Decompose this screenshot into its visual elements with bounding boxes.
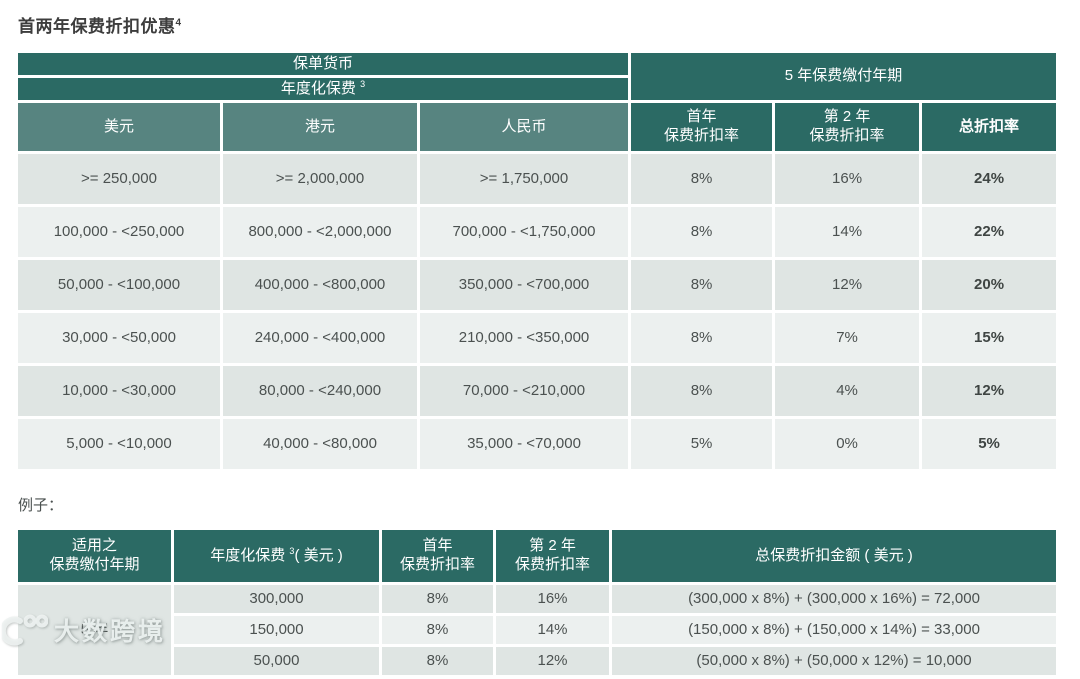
first-year-rate-header: 首年 保费折扣率 [631, 103, 773, 151]
year2-rate-cell: 0% [775, 419, 920, 469]
total-rate-cell: 20% [922, 260, 1057, 310]
applicable-term-header: 适用之 保费缴付年期 [18, 530, 171, 582]
rmb-range-cell: >= 1,750,000 [420, 154, 629, 204]
currency-rmb-header: 人民币 [420, 103, 629, 151]
second-year-rate-header: 第 2 年保费折扣率 [775, 103, 920, 151]
table-row: 5 年 300,000 8% 16% (300,000 x 8%) + (300… [18, 585, 1056, 675]
currency-hkd-header: 港元 [223, 103, 417, 151]
year2-rate-cell: 16% [496, 585, 609, 613]
usd-range-cell: 50,000 - <100,000 [18, 260, 220, 310]
total-rate-cell: 22% [922, 207, 1057, 257]
table-row: 50,000 - <100,000 400,000 - <800,000 350… [18, 260, 1057, 310]
table-row: >= 250,000 >= 2,000,000 >= 1,750,000 8% … [18, 154, 1057, 204]
formula-cell: (300,000 x 8%) + (300,000 x 16%) = 72,00… [612, 585, 1056, 613]
total-rate-cell: 12% [922, 366, 1057, 416]
year1-rate-cell: 5% [631, 419, 773, 469]
hkd-range-cell: 800,000 - <2,000,000 [223, 207, 417, 257]
annualized-premium-usd-header: 年度化保费 3( 美元 ) [174, 530, 379, 582]
year1-rate-cell: 8% [631, 313, 773, 363]
usd-range-cell: 100,000 - <250,000 [18, 207, 220, 257]
page-title: 首两年保费折扣优惠4 [18, 12, 1062, 37]
usd-range-cell: 10,000 - <30,000 [18, 366, 220, 416]
example-table: 适用之 保费缴付年期 年度化保费 3( 美元 ) 首年 保费折扣率 第 2 年保费折… [15, 527, 1059, 678]
second-year-rate-header: 第 2 年保费折扣率 [496, 530, 609, 582]
premium-cell: 50,000 [174, 647, 379, 675]
year2-rate-cell: 14% [775, 207, 920, 257]
table-row: 30,000 - <50,000 240,000 - <400,000 210,… [18, 313, 1057, 363]
currency-usd-header: 美元 [18, 103, 220, 151]
total-rate-cell: 24% [922, 154, 1057, 204]
hkd-range-cell: 40,000 - <80,000 [223, 419, 417, 469]
hkd-range-cell: 400,000 - <800,000 [223, 260, 417, 310]
payment-term-header: 5 年保费缴付年期 [631, 53, 1057, 100]
year2-rate-cell: 4% [775, 366, 920, 416]
year1-rate-cell: 8% [631, 207, 773, 257]
year2-rate-cell: 14% [496, 616, 609, 644]
table-row: 100,000 - <250,000 800,000 - <2,000,000 … [18, 207, 1057, 257]
year2-rate-cell: 12% [496, 647, 609, 675]
total-rate-cell: 5% [922, 419, 1057, 469]
payment-term-cell: 5 年 [18, 585, 171, 675]
hkd-range-cell: 80,000 - <240,000 [223, 366, 417, 416]
policy-currency-header: 保单货币 [18, 53, 629, 75]
page-title-text: 首两年保费折扣优惠 [18, 17, 176, 36]
table-row: 150,000 8% 14% (150,000 x 8%) + (150,000… [18, 616, 1056, 644]
premium-cell: 150,000 [174, 616, 379, 644]
discount-rate-table: 保单货币 5 年保费缴付年期 年度化保费 3 美元 港元 人民币 首年 保费折扣率… [15, 50, 1059, 472]
rmb-range-cell: 70,000 - <210,000 [420, 366, 629, 416]
rmb-range-cell: 210,000 - <350,000 [420, 313, 629, 363]
year2-rate-cell: 7% [775, 313, 920, 363]
document-page: 首两年保费折扣优惠4 保单货币 5 年保费缴付年期 年度化保费 3 美元 港元 … [18, 12, 1062, 678]
annualized-premium-footnote: 3 [360, 79, 366, 90]
total-rate-cell: 15% [922, 313, 1057, 363]
rmb-range-cell: 350,000 - <700,000 [420, 260, 629, 310]
usd-range-cell: >= 250,000 [18, 154, 220, 204]
page-title-footnote: 4 [175, 17, 182, 29]
premium-cell: 300,000 [174, 585, 379, 613]
year1-rate-cell: 8% [631, 154, 773, 204]
year1-rate-cell: 8% [631, 366, 773, 416]
year2-rate-cell: 16% [775, 154, 920, 204]
year1-rate-cell: 8% [631, 260, 773, 310]
year1-rate-cell: 8% [382, 647, 493, 675]
rmb-range-cell: 35,000 - <70,000 [420, 419, 629, 469]
annualized-premium-footnote: 3 [289, 546, 295, 557]
hkd-range-cell: 240,000 - <400,000 [223, 313, 417, 363]
year1-rate-cell: 8% [382, 616, 493, 644]
hkd-range-cell: >= 2,000,000 [223, 154, 417, 204]
annualized-premium-header: 年度化保费 3 [18, 78, 629, 100]
year2-rate-cell: 12% [775, 260, 920, 310]
year1-rate-cell: 8% [382, 585, 493, 613]
example-label: 例子： [18, 497, 64, 514]
table-row: 10,000 - <30,000 80,000 - <240,000 70,00… [18, 366, 1057, 416]
usd-range-cell: 30,000 - <50,000 [18, 313, 220, 363]
usd-range-cell: 5,000 - <10,000 [18, 419, 220, 469]
total-amount-header: 总保费折扣金额 ( 美元 ) [612, 530, 1056, 582]
formula-cell: (50,000 x 8%) + (50,000 x 12%) = 10,000 [612, 647, 1056, 675]
table-row: 50,000 8% 12% (50,000 x 8%) + (50,000 x … [18, 647, 1056, 675]
total-discount-header: 总折扣率 [922, 103, 1057, 151]
formula-cell: (150,000 x 8%) + (150,000 x 14%) = 33,00… [612, 616, 1056, 644]
rmb-range-cell: 700,000 - <1,750,000 [420, 207, 629, 257]
table-row: 5,000 - <10,000 40,000 - <80,000 35,000 … [18, 419, 1057, 469]
first-year-rate-header: 首年 保费折扣率 [382, 530, 493, 582]
